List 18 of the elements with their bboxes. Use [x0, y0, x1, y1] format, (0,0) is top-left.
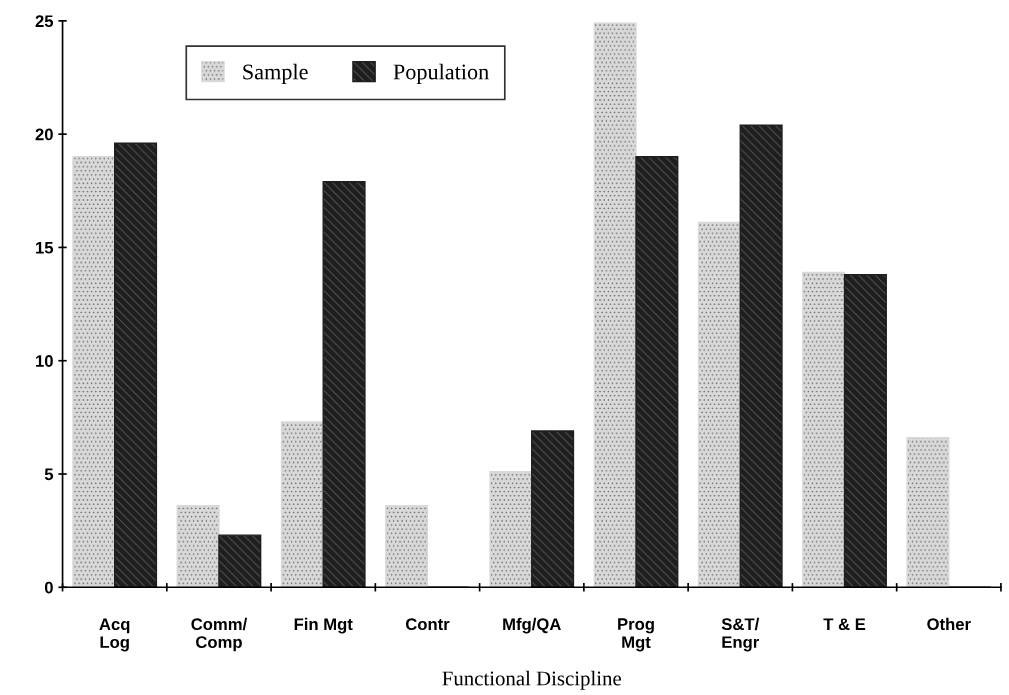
x-tick-label: Mfg/QA: [503, 617, 561, 634]
x-tick-label: T & E: [823, 618, 866, 631]
x-tick-label: S&T/ Engr: [721, 617, 760, 652]
legend-label: Sample: [243, 63, 308, 84]
y-tick-label: 0: [44, 581, 53, 594]
x-axis-title: Functional Discipline: [442, 670, 621, 690]
x-tick-label: Prog Mgt: [618, 618, 654, 652]
x-tick-label: Comm/ Comp: [191, 617, 248, 652]
y-tick-label: 5: [44, 468, 54, 481]
y-tick-label: 15: [36, 241, 54, 254]
y-tick-label: 10: [36, 355, 53, 367]
y-tick-label: 20: [35, 128, 53, 141]
x-tick-label: Contr: [405, 618, 450, 631]
y-tick-label: 25: [35, 15, 54, 28]
x-tick-label: Other: [927, 617, 971, 631]
legend-label: Population: [393, 63, 489, 84]
x-tick-label: Acq Log: [99, 618, 130, 652]
x-tick-label: Fin Mgt: [294, 617, 353, 634]
